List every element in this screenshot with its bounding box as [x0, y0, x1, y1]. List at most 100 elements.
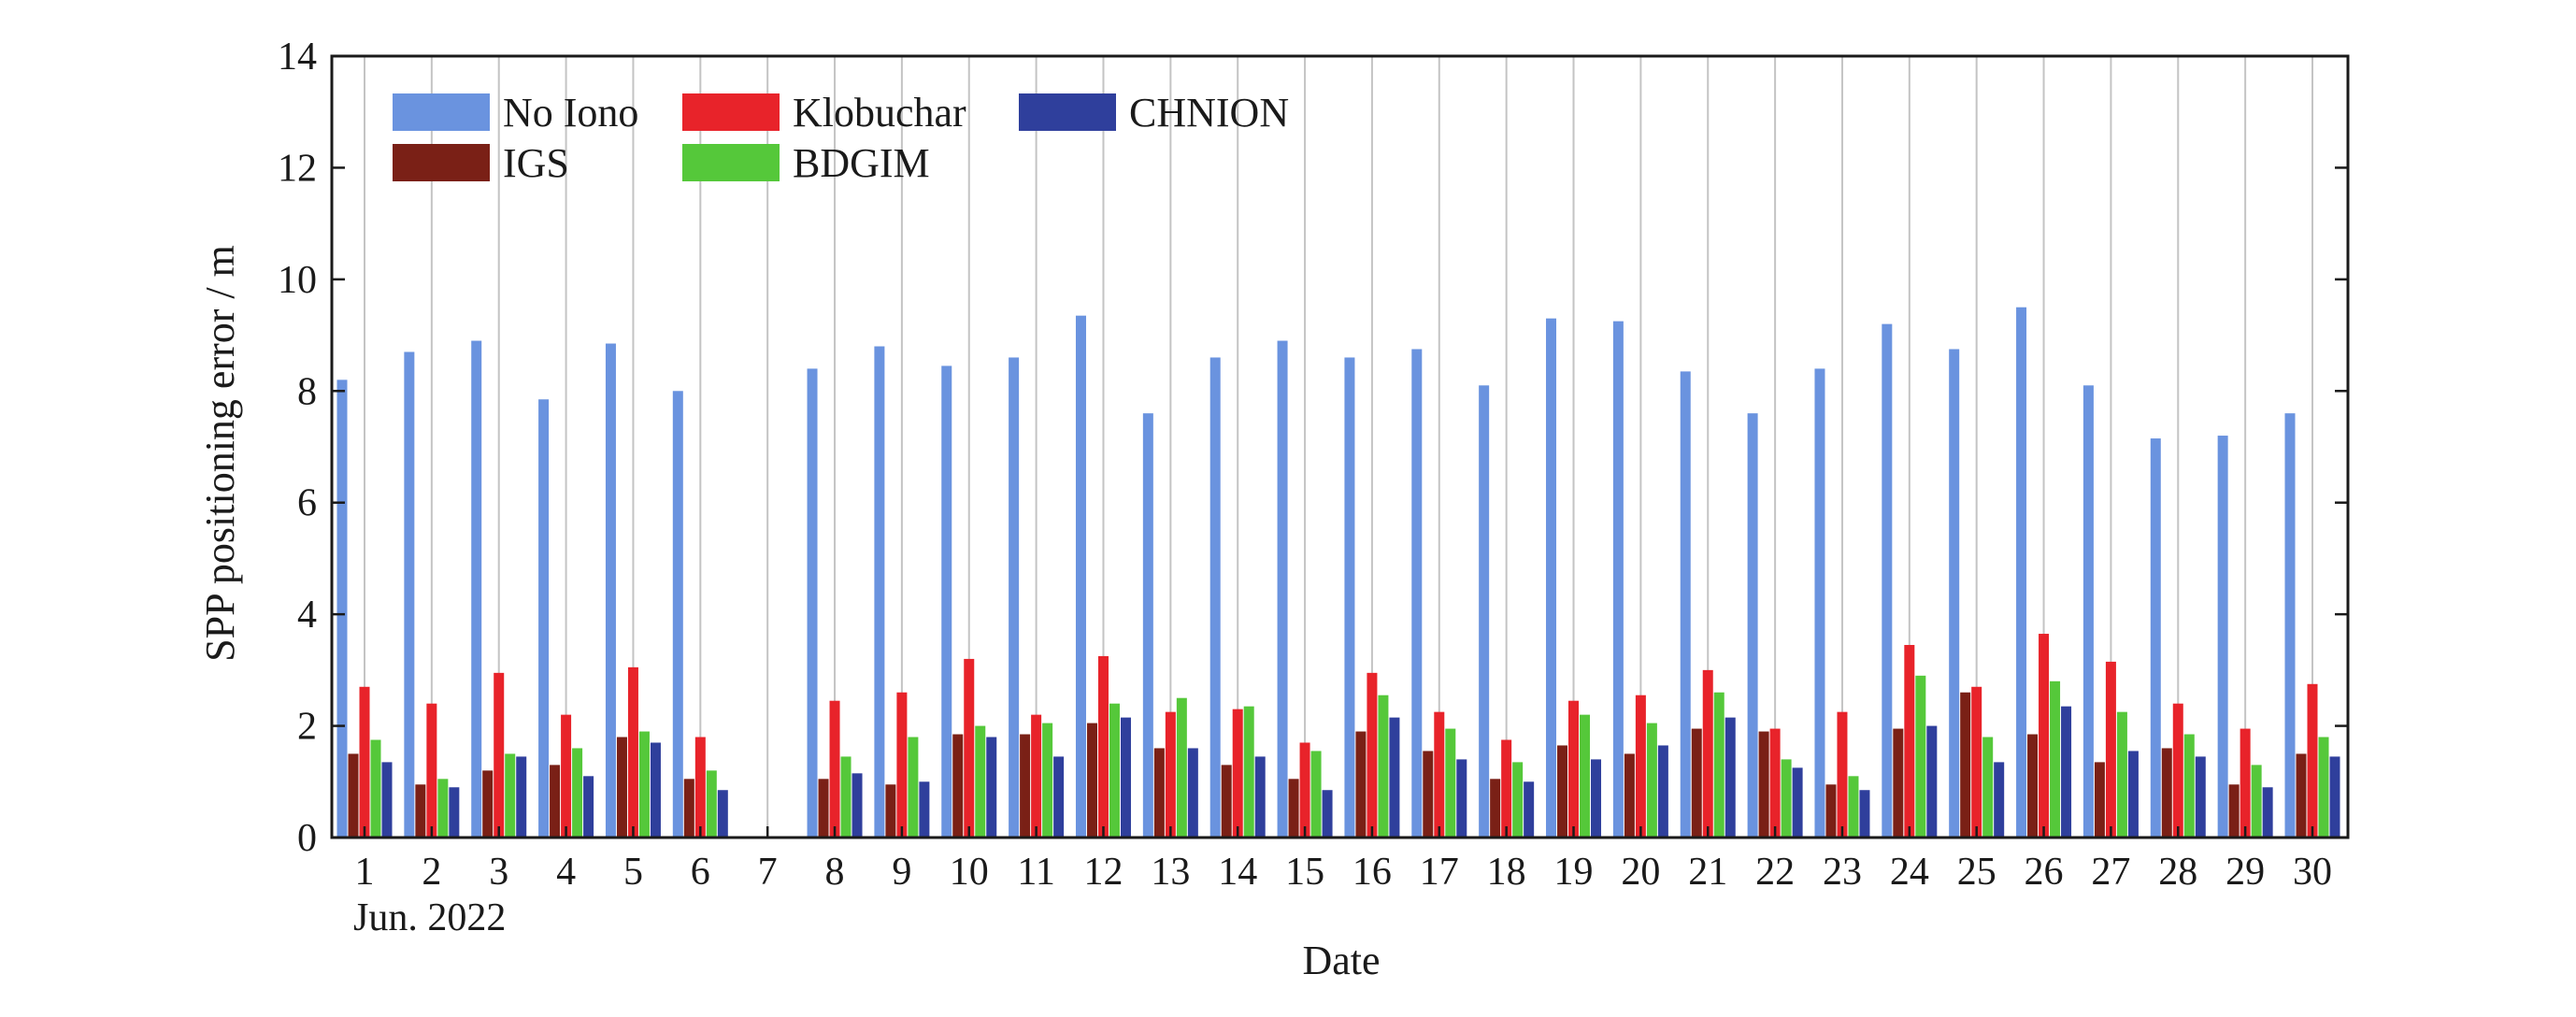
bar-klobuchar	[1837, 711, 1848, 838]
bar-igs	[1893, 728, 1904, 838]
bar-igs	[1490, 779, 1501, 838]
bar-bdgim	[1915, 675, 1926, 838]
bar-bdgim	[1982, 737, 1994, 838]
bar-igs	[348, 753, 359, 838]
bar-no-iono	[874, 346, 885, 838]
x-tick-label: 10	[950, 851, 989, 894]
bar-no-iono	[2284, 413, 2296, 838]
x-tick-label: 4	[556, 851, 576, 894]
bar-klobuchar	[1165, 711, 1176, 838]
bar-chnion	[1591, 759, 1602, 838]
bar-igs	[1221, 765, 1232, 838]
y-tick-label: 8	[297, 370, 317, 413]
bar-chnion	[449, 787, 460, 838]
bar-no-iono	[1546, 318, 1557, 838]
bar-chnion	[2329, 756, 2340, 838]
bar-klobuchar	[1635, 695, 1646, 838]
bar-igs	[1423, 751, 1434, 838]
bar-igs	[550, 765, 561, 838]
bar-bdgim	[1848, 776, 1859, 838]
bar-layer	[336, 307, 2340, 838]
x-tick-label: 27	[2091, 851, 2130, 894]
legend-label: Klobuchar	[793, 90, 966, 136]
bar-no-iono	[1882, 323, 1893, 838]
bar-chnion	[650, 742, 661, 838]
bar-chnion	[2195, 756, 2206, 838]
bar-no-iono	[1344, 357, 1355, 838]
x-tick-label: 30	[2293, 851, 2332, 894]
bar-chnion	[1389, 717, 1400, 838]
y-tick-label: 2	[297, 706, 317, 749]
bar-igs	[1086, 723, 1097, 838]
bar-bdgim	[572, 748, 583, 838]
y-tick-label: 12	[278, 147, 317, 190]
x-tick-label: 18	[1487, 851, 1526, 894]
bar-igs	[1691, 728, 1702, 838]
bar-chnion	[1657, 745, 1668, 838]
legend-label: IGS	[503, 140, 569, 186]
x-tick-label: 13	[1151, 851, 1190, 894]
grid-layer	[364, 56, 2313, 838]
bar-bdgim	[505, 753, 516, 838]
bar-bdgim	[1109, 703, 1120, 838]
bar-bdgim	[1176, 697, 1187, 838]
bar-chnion	[986, 737, 997, 838]
bar-igs	[1153, 748, 1165, 838]
bar-no-iono	[605, 343, 616, 838]
bar-igs	[1624, 753, 1635, 838]
bar-chnion	[919, 781, 930, 838]
x-tick-label: 8	[825, 851, 845, 894]
bar-bdgim	[1445, 728, 1456, 838]
bar-igs	[2161, 748, 2172, 838]
bar-no-iono	[807, 368, 818, 838]
bar-no-iono	[2082, 385, 2094, 838]
y-tick-label: 4	[297, 594, 317, 637]
bar-chnion	[852, 773, 863, 838]
bar-bdgim	[1580, 714, 1591, 838]
bar-bdgim	[908, 737, 919, 838]
bar-klobuchar	[1501, 739, 1512, 838]
bar-no-iono	[1411, 349, 1423, 838]
bar-bdgim	[1243, 706, 1254, 838]
bar-chnion	[717, 790, 728, 838]
bar-igs	[616, 737, 627, 838]
bar-igs	[1288, 779, 1299, 838]
bar-no-iono	[1747, 413, 1758, 838]
bar-chnion	[381, 762, 393, 838]
x-tick-label: 21	[1688, 851, 1727, 894]
bar-no-iono	[2016, 307, 2027, 838]
y-tick-label: 6	[297, 482, 317, 525]
legend-swatch	[682, 144, 780, 181]
bar-chnion	[2127, 751, 2139, 838]
bar-igs	[2027, 734, 2039, 838]
bar-chnion	[1926, 725, 1938, 838]
x-tick-label: 28	[2158, 851, 2197, 894]
bar-no-iono	[1142, 413, 1153, 838]
bar-no-iono	[538, 399, 550, 838]
bar-klobuchar	[1031, 714, 1042, 838]
bar-bdgim	[370, 739, 381, 838]
bar-igs	[1960, 692, 1971, 838]
bar-bdgim	[437, 779, 449, 838]
bar-klobuchar	[694, 737, 706, 838]
bar-klobuchar	[1904, 644, 1915, 838]
bar-igs	[1825, 784, 1837, 838]
x-tick-label: 26	[2025, 851, 2064, 894]
bar-no-iono	[1680, 371, 1691, 838]
bar-chnion	[1994, 762, 2005, 838]
legend-swatch	[682, 93, 780, 131]
bar-bdgim	[1378, 695, 1389, 838]
bar-igs	[1557, 745, 1568, 838]
bar-chnion	[1187, 748, 1198, 838]
bar-igs	[885, 784, 896, 838]
bar-no-iono	[1277, 340, 1288, 838]
bar-klobuchar	[1702, 669, 1713, 838]
bar-bdgim	[1781, 759, 1792, 838]
bar-igs	[415, 784, 426, 838]
bar-no-iono	[1479, 385, 1490, 838]
y-tick-label: 14	[278, 36, 317, 79]
x-tick-label: 23	[1823, 851, 1862, 894]
legend-swatch	[393, 144, 490, 181]
